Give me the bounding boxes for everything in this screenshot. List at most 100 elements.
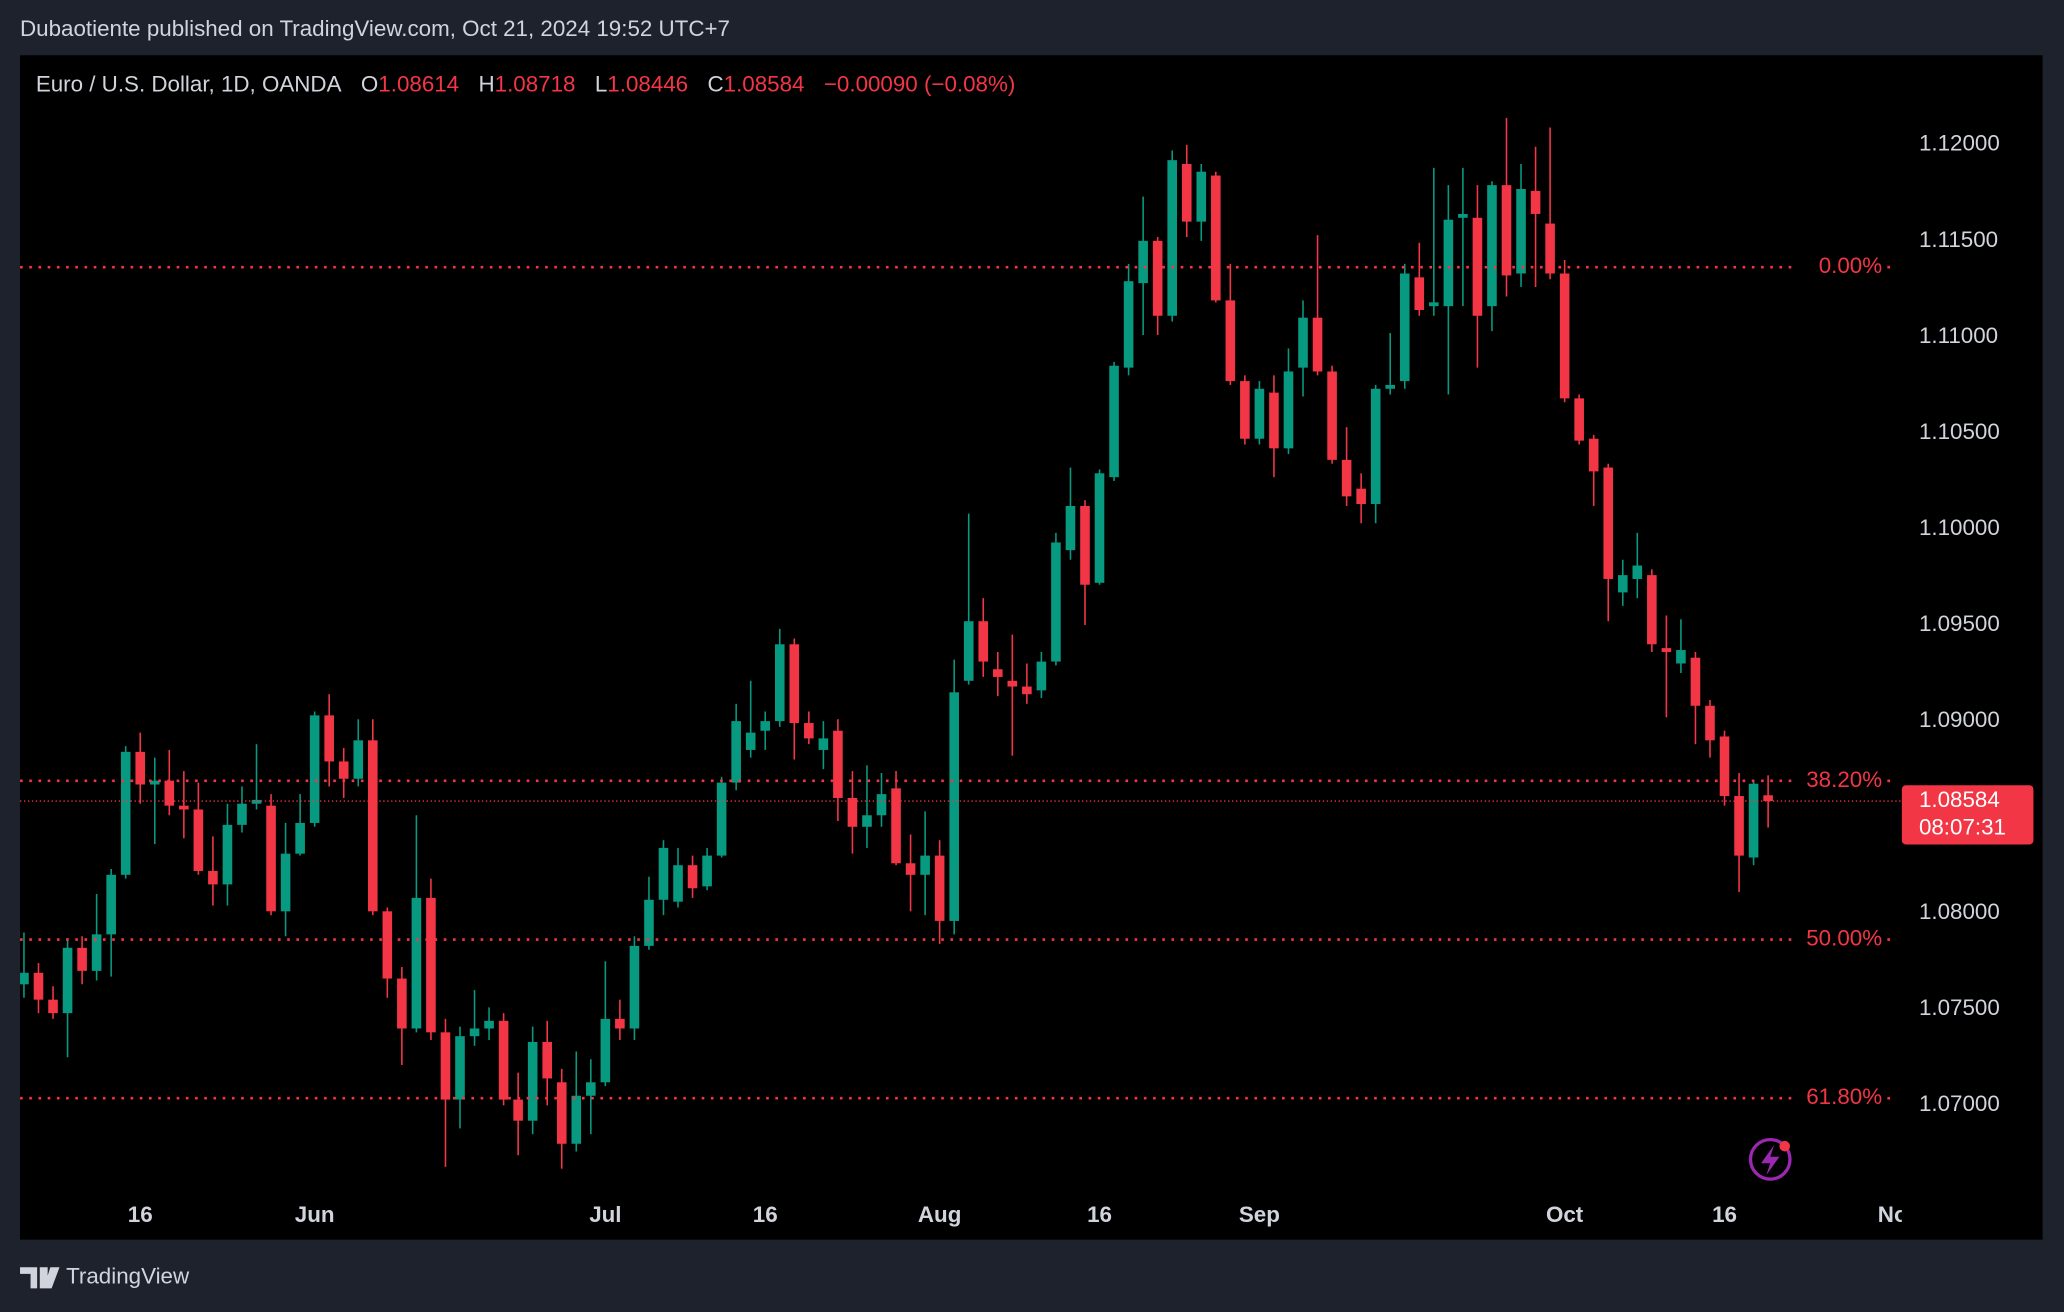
candle [702, 847, 712, 891]
candle-body [455, 1036, 465, 1100]
x-tick-label: Jul [589, 1202, 621, 1227]
candle-body [992, 669, 1003, 677]
candle [1036, 651, 1047, 699]
y-tick-label: 1.11000 [1919, 323, 1998, 348]
candle [1574, 394, 1584, 445]
candle-body [237, 803, 247, 825]
candle [1719, 730, 1730, 806]
candle [876, 772, 887, 827]
candle [1196, 164, 1207, 241]
candle-body [106, 874, 116, 935]
x-axis: 16 Jun Jul 16 Aug 16 Sep Oct 16 Nov [128, 1202, 1902, 1240]
candle-body [208, 870, 218, 885]
candle [1487, 181, 1497, 332]
candle [1138, 196, 1148, 335]
candle [1181, 144, 1192, 238]
candle [353, 719, 364, 787]
y-tick-label: 1.12000 [1919, 131, 2000, 156]
candle-body [1022, 686, 1032, 695]
candle-body [1603, 467, 1614, 579]
candle [251, 744, 262, 810]
candle [1414, 242, 1425, 316]
candle [1603, 463, 1614, 622]
candle-body [1763, 795, 1773, 802]
candle-body [1298, 317, 1308, 368]
candle-body [1559, 273, 1570, 399]
candle-body [1181, 164, 1192, 222]
candle [745, 680, 756, 758]
candle [193, 782, 204, 875]
candle-body [818, 738, 829, 750]
candle-body [179, 805, 189, 810]
icon-dot[interactable] [1779, 1140, 1790, 1152]
candle-body [1588, 438, 1599, 472]
candle-body [1748, 783, 1759, 858]
candle-body [120, 751, 131, 875]
candle [179, 771, 189, 839]
candle-body [804, 723, 814, 739]
candle-body [1123, 281, 1134, 368]
candle-body [266, 805, 276, 912]
candle-body [963, 621, 974, 681]
candle-body [1443, 219, 1454, 307]
candle [731, 703, 741, 791]
x-tick-label: Sep [1239, 1202, 1280, 1227]
candle [62, 938, 73, 1058]
candle [382, 907, 393, 998]
icon-ring[interactable] [1748, 1137, 1792, 1181]
candle [949, 659, 959, 935]
candle-body [1458, 213, 1468, 218]
candle [1123, 263, 1134, 376]
candle [1734, 772, 1744, 893]
candle-body [440, 1032, 451, 1100]
ohlc-label: O [361, 71, 378, 96]
candle-body [687, 865, 698, 889]
candle-body [469, 1028, 480, 1037]
countdown: 08:07:31 [1919, 815, 2006, 840]
candle [1254, 381, 1265, 445]
candle-body [1734, 796, 1744, 856]
candle-body [774, 644, 785, 722]
candle [1356, 473, 1366, 524]
candle-body [1283, 371, 1294, 449]
candle-body [324, 715, 334, 762]
alert-icon[interactable] [1748, 1137, 1792, 1181]
candle [1065, 467, 1076, 560]
x-tick-label: Jun [295, 1202, 335, 1227]
candle [600, 961, 611, 1087]
candle-body [280, 853, 291, 912]
candle-body [1414, 277, 1425, 311]
candle [77, 936, 87, 985]
icon-bolt[interactable] [1761, 1144, 1780, 1176]
candle [774, 628, 785, 727]
candle-body [382, 911, 393, 979]
candle [1690, 651, 1701, 745]
open-value: 1.08614 [378, 71, 459, 96]
candle [963, 513, 974, 685]
candle-body [745, 732, 756, 750]
candle [440, 1018, 451, 1167]
candle-body [1385, 384, 1396, 389]
candle-body [498, 1020, 509, 1100]
candle-body [1152, 240, 1163, 316]
candle [716, 776, 727, 858]
candle [1094, 469, 1105, 585]
candle [629, 936, 640, 1041]
candle [1007, 634, 1018, 756]
candle [367, 719, 378, 916]
candle [455, 1026, 465, 1129]
candle [469, 990, 480, 1046]
candle-body [716, 782, 727, 856]
candle-body [222, 824, 233, 885]
candle-body [556, 1082, 567, 1144]
candle-body [1690, 657, 1701, 706]
fib-label: 61.80% [1806, 1084, 1882, 1109]
candle [527, 1026, 538, 1135]
candle [1676, 619, 1686, 674]
candle [1516, 164, 1526, 287]
candle [1545, 127, 1555, 280]
candle-body [1094, 473, 1105, 583]
candle [1370, 384, 1381, 524]
symbol: Euro / U.S. Dollar, 1D, OANDA [36, 71, 342, 96]
